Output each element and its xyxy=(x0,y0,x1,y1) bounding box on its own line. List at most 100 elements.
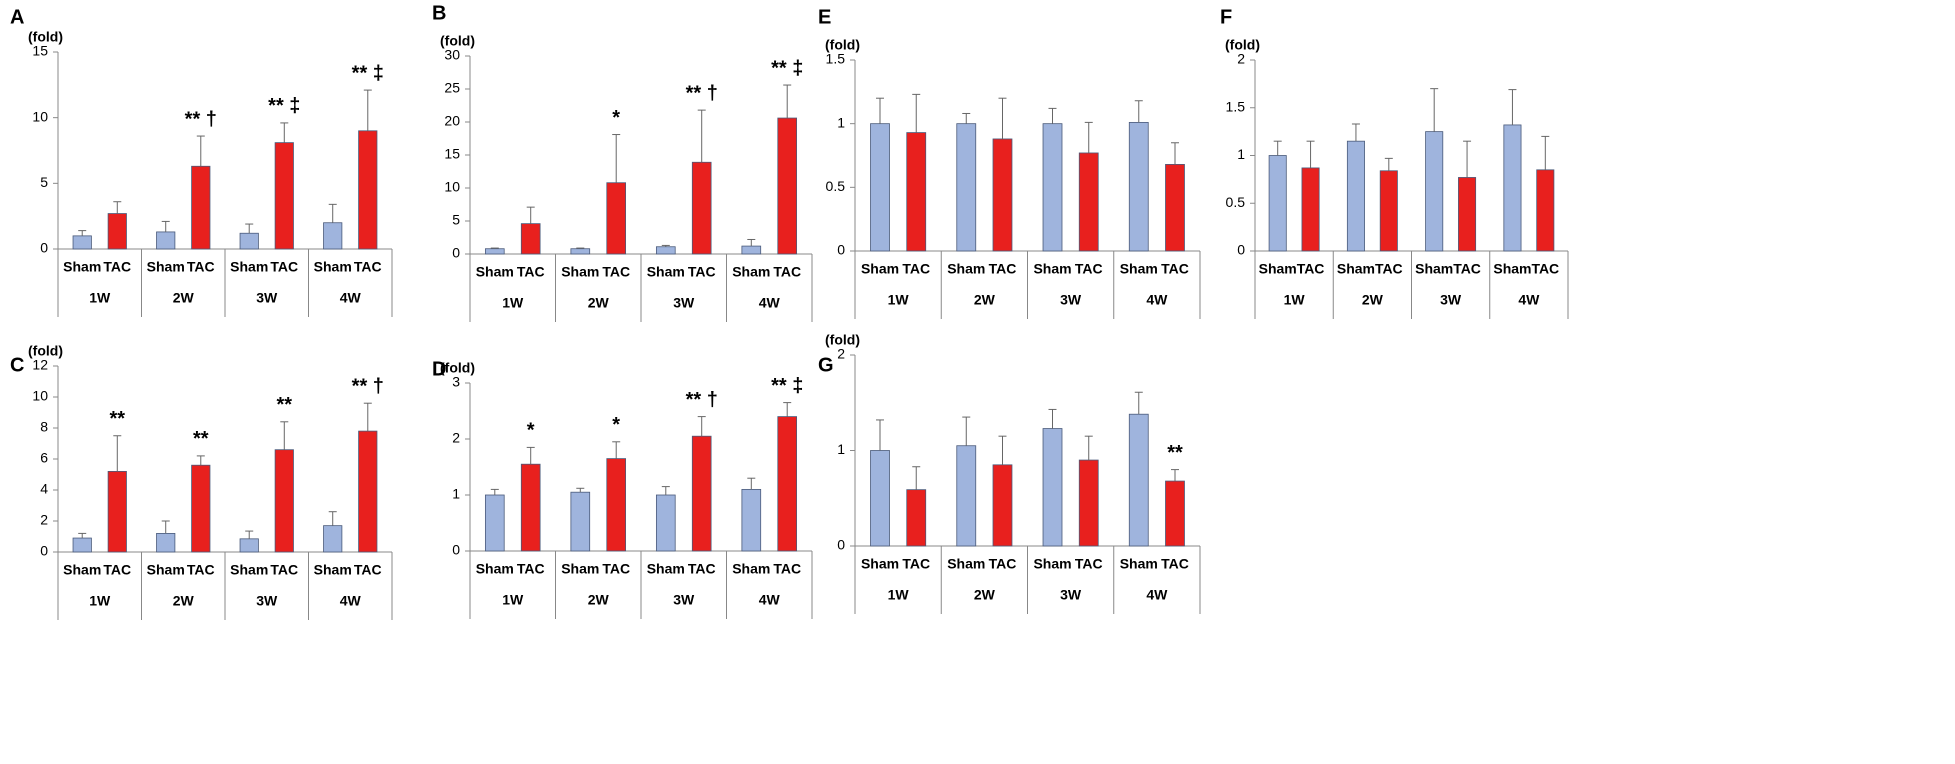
group-label: 3W xyxy=(673,592,695,608)
y-tick-label: 4 xyxy=(40,481,48,497)
y-axis-unit: (fold) xyxy=(28,29,63,45)
y-axis-unit: (fold) xyxy=(1225,37,1260,53)
bar xyxy=(570,491,591,552)
bar xyxy=(956,445,977,547)
x-tick-label: Sham xyxy=(861,556,899,572)
x-tick-label: TAC xyxy=(517,561,545,577)
bar xyxy=(484,248,505,255)
y-tick-label: 25 xyxy=(444,80,460,96)
group-label: 4W xyxy=(1518,292,1540,308)
bar xyxy=(191,165,211,250)
x-tick-label: Sham xyxy=(647,561,685,577)
y-tick-label: 2 xyxy=(837,346,845,362)
x-tick-label: Sham xyxy=(314,259,352,275)
group-label: 1W xyxy=(888,292,910,308)
x-tick-label: TAC xyxy=(1375,261,1403,277)
significance: ** xyxy=(109,408,125,430)
y-tick-label: 15 xyxy=(32,43,48,59)
x-tick-label: Sham xyxy=(63,259,101,275)
y-tick-label: 0.5 xyxy=(826,178,846,194)
x-tick-label: Sham xyxy=(1033,556,1071,572)
significance: ** xyxy=(193,428,209,450)
y-tick-label: 1.5 xyxy=(1226,98,1246,114)
bar xyxy=(906,132,927,252)
significance: ** xyxy=(276,394,292,416)
y-tick-label: 0 xyxy=(452,542,460,558)
panel-label: A xyxy=(10,6,24,28)
x-tick-label: TAC xyxy=(989,261,1017,277)
x-tick-label: TAC xyxy=(354,562,382,578)
bar xyxy=(107,470,127,553)
group-label: 2W xyxy=(588,592,610,608)
bar xyxy=(992,464,1013,547)
panel-label: G xyxy=(818,354,834,376)
x-tick-label: TAC xyxy=(902,556,930,572)
group-label: 4W xyxy=(759,592,781,608)
bar xyxy=(1165,164,1185,252)
y-tick-label: 1.5 xyxy=(826,51,846,67)
group-label: 4W xyxy=(1146,587,1168,603)
bar xyxy=(992,138,1013,252)
significance: ** † xyxy=(352,375,384,397)
bar xyxy=(156,533,176,553)
y-tick-label: 3 xyxy=(452,374,460,390)
group-label: 2W xyxy=(974,587,996,603)
group-label: 2W xyxy=(173,593,195,609)
bar xyxy=(358,130,378,250)
bar xyxy=(1078,459,1099,547)
bar xyxy=(606,182,627,255)
bar xyxy=(520,463,541,552)
y-tick-label: 2 xyxy=(452,430,460,446)
group-label: 2W xyxy=(1362,292,1384,308)
bar xyxy=(274,142,294,250)
significance: ** † xyxy=(686,389,718,411)
bar xyxy=(1128,121,1149,252)
bar xyxy=(1425,131,1444,252)
x-tick-label: Sham xyxy=(1120,261,1158,277)
bar xyxy=(239,232,259,250)
panel-label: F xyxy=(1220,6,1232,28)
y-tick-label: 1 xyxy=(1237,146,1245,162)
x-tick-label: Sham xyxy=(314,562,352,578)
y-tick-label: 0 xyxy=(452,245,460,261)
bar xyxy=(741,488,762,552)
group-label: 2W xyxy=(588,295,610,311)
group-label: 3W xyxy=(1060,587,1082,603)
significance: ** ‡ xyxy=(268,95,300,117)
y-tick-label: 1 xyxy=(837,441,845,457)
x-tick-label: TAC xyxy=(187,259,215,275)
bar xyxy=(777,117,798,255)
y-axis-unit: (fold) xyxy=(825,37,860,53)
y-tick-label: 0 xyxy=(1237,242,1245,258)
bar xyxy=(655,246,676,255)
bar xyxy=(870,123,890,252)
bar xyxy=(323,525,343,553)
x-tick-label: Sham xyxy=(63,562,101,578)
x-tick-label: TAC xyxy=(688,561,716,577)
x-tick-label: Sham xyxy=(230,259,268,275)
x-tick-label: TAC xyxy=(1161,556,1189,572)
group-label: 1W xyxy=(1284,292,1306,308)
bar xyxy=(191,464,211,553)
bar xyxy=(691,161,712,255)
y-tick-label: 10 xyxy=(32,108,48,124)
y-tick-label: 6 xyxy=(40,450,48,466)
y-tick-label: 2 xyxy=(1237,51,1245,67)
y-tick-label: 0 xyxy=(40,240,48,256)
x-tick-label: Sham xyxy=(732,264,770,280)
bar xyxy=(72,235,92,250)
group-label: 3W xyxy=(1060,292,1082,308)
y-tick-label: 12 xyxy=(32,357,48,373)
x-tick-label: TAC xyxy=(1297,261,1325,277)
group-label: 4W xyxy=(1146,292,1168,308)
bar xyxy=(156,231,176,250)
x-tick-label: Sham xyxy=(732,561,770,577)
significance: * xyxy=(612,107,620,129)
x-tick-label: TAC xyxy=(902,261,930,277)
x-tick-label: Sham xyxy=(947,261,985,277)
bar xyxy=(323,222,343,250)
y-tick-label: 8 xyxy=(40,419,48,435)
group-label: 3W xyxy=(256,290,278,306)
significance: ** ‡ xyxy=(352,62,384,84)
x-tick-label: TAC xyxy=(602,264,630,280)
